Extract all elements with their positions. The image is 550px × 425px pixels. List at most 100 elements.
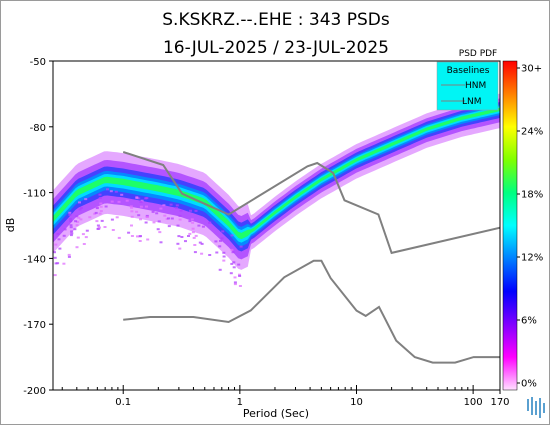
- density-speckle: [230, 262, 234, 265]
- density-speckle: [220, 237, 224, 240]
- legend-entry-hnm: HNM: [465, 81, 486, 91]
- plot-frame: [52, 60, 501, 391]
- density-speckle: [75, 215, 79, 218]
- density-speckle: [67, 253, 71, 256]
- density-speckle: [208, 254, 212, 256]
- density-speckle: [175, 207, 178, 210]
- density-speckle: [200, 252, 204, 255]
- y-tick-label: -140: [23, 254, 46, 265]
- psd-density-layer: [53, 93, 500, 287]
- density-band: [53, 107, 500, 240]
- colorbar-tick-label: 18%: [521, 190, 543, 201]
- y-tick-label: -170: [23, 320, 46, 331]
- density-speckle: [54, 243, 58, 246]
- logo-icon: [527, 397, 545, 418]
- colorbar-title: PSD PDF: [459, 49, 497, 59]
- density-speckle: [62, 234, 66, 237]
- density-speckle: [117, 200, 121, 203]
- density-speckle: [184, 240, 187, 243]
- density-speckle: [79, 218, 83, 221]
- density-speckle: [62, 262, 66, 265]
- density-speckle: [58, 247, 62, 250]
- density-speckle: [104, 205, 108, 208]
- legend-entry-lnm: LNM: [462, 97, 482, 107]
- density-speckle: [193, 244, 197, 246]
- density-speckle: [78, 201, 81, 204]
- density-speckle: [77, 216, 81, 219]
- density-speckle: [76, 220, 80, 223]
- density-speckle: [230, 234, 234, 237]
- density-speckle: [151, 210, 155, 213]
- density-speckle: [75, 246, 79, 249]
- density-speckle: [222, 259, 226, 262]
- density-speckle: [158, 231, 162, 234]
- density-speckle: [110, 218, 114, 221]
- baseline-hnm: [122, 151, 500, 255]
- density-speckle: [125, 199, 129, 202]
- density-speckle: [144, 197, 148, 200]
- density-speckle: [85, 229, 89, 232]
- density-speckle: [69, 226, 73, 229]
- density-speckle: [69, 234, 73, 237]
- density-speckle: [180, 236, 184, 238]
- density-speckle: [99, 202, 103, 205]
- density-speckle: [239, 245, 243, 248]
- chart-title-line1: S.KSKRZ.--.EHE : 343 PSDs: [162, 10, 390, 30]
- density-speckle: [84, 198, 88, 201]
- density-speckle: [193, 251, 197, 254]
- density-speckle: [152, 221, 156, 224]
- density-speckle: [191, 227, 195, 230]
- density-speckle: [95, 207, 99, 210]
- density-speckle: [170, 217, 174, 220]
- density-speckle: [53, 274, 57, 277]
- density-speckle: [98, 197, 102, 199]
- density-speckle: [233, 281, 237, 284]
- density-speckle: [187, 235, 190, 237]
- density-speckle: [237, 263, 241, 266]
- density-speckle: [78, 208, 82, 211]
- density-speckle: [233, 276, 237, 279]
- density-speckle: [88, 216, 92, 219]
- density-speckle: [233, 283, 237, 286]
- density-speckle: [188, 232, 192, 235]
- density-speckle: [111, 229, 115, 231]
- density-speckle: [175, 204, 179, 207]
- density-speckle: [176, 224, 180, 227]
- density-speckle: [176, 242, 180, 245]
- colorbar-tick-label: 24%: [521, 127, 543, 138]
- density-speckle: [139, 218, 142, 221]
- density-speckle: [79, 207, 83, 209]
- density-speckle: [162, 204, 166, 207]
- density-speckle: [130, 224, 133, 227]
- density-speckle: [98, 193, 102, 196]
- density-speckle: [232, 261, 236, 264]
- x-tick-label: 1: [237, 397, 243, 408]
- density-speckle: [218, 245, 222, 248]
- density-speckle: [103, 226, 107, 228]
- y-tick-label: -200: [23, 386, 46, 397]
- density-speckle: [238, 273, 241, 276]
- x-axis-ticks: 0.1 1 10 100 170: [61, 385, 510, 408]
- density-speckle: [157, 220, 161, 223]
- density-speckle: [215, 251, 219, 254]
- density-speckle: [81, 233, 85, 236]
- density-speckle: [73, 228, 77, 231]
- density-speckle: [138, 240, 142, 242]
- density-speckle: [137, 214, 141, 217]
- density-speckle: [96, 227, 100, 230]
- density-speckle: [188, 220, 192, 223]
- density-speckle: [222, 251, 226, 254]
- density-speckle: [63, 228, 67, 231]
- density-speckle: [69, 224, 73, 227]
- x-axis-label: Period (Sec): [243, 407, 309, 420]
- density-speckle: [100, 219, 104, 222]
- density-speckle: [135, 196, 139, 199]
- density-speckle: [129, 205, 133, 208]
- density-speckle: [97, 226, 101, 229]
- density-speckle: [214, 240, 218, 243]
- density-speckle: [98, 212, 102, 215]
- density-speckle: [192, 236, 196, 239]
- density-speckle: [145, 216, 149, 218]
